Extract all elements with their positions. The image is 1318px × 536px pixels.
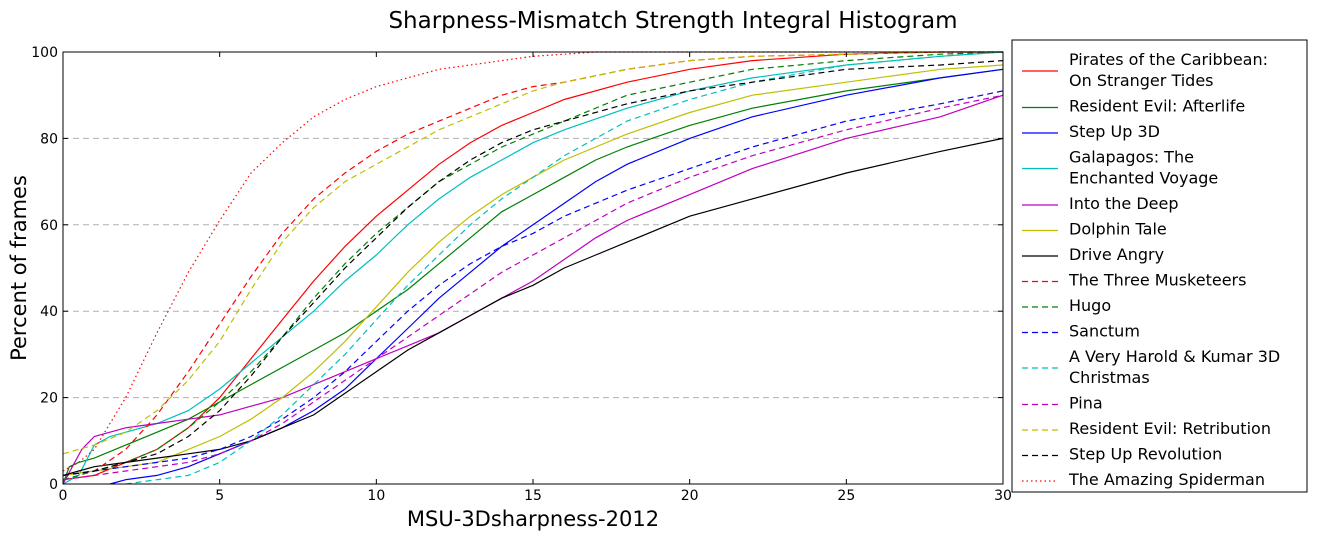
x-tick-label: 25 (837, 488, 855, 504)
series-line (109, 68, 1004, 485)
legend-label: Pina (1069, 394, 1103, 413)
legend-label: Resident Evil: Retribution (1069, 419, 1271, 438)
legend-label: Pirates of the Caribbean: On Stranger Tid… (1069, 50, 1268, 90)
legend-label: Resident Evil: Afterlife (1069, 97, 1245, 116)
series-line (62, 94, 1004, 481)
legend-frame (1011, 39, 1308, 493)
y-tick-label: 60 (40, 218, 58, 234)
legend-label: Dolphin Tale (1069, 220, 1167, 239)
y-tick-label: 0 (49, 477, 58, 493)
series-line (62, 51, 1003, 481)
x-axis-label: MSU-3Dsharpness-2012 (407, 507, 659, 531)
y-tick-label: 100 (31, 45, 58, 61)
series-line (62, 137, 1004, 476)
y-tick-label: 20 (40, 391, 58, 407)
series-line (62, 51, 1003, 472)
axis-ticks: 0 5 10 15 20 25 30 0 20 40 60 80 100 (31, 45, 1012, 504)
legend-label: The Three Musketeers (1068, 271, 1246, 290)
series-line (62, 68, 1004, 485)
x-tick-label: 30 (994, 488, 1012, 504)
chart-title: Sharpness-Mismatch Strength Integral His… (388, 8, 957, 34)
x-tick-label: 10 (367, 488, 385, 504)
x-tick-label: 5 (215, 488, 224, 504)
series-line (62, 90, 1004, 476)
legend: Pirates of the Caribbean: On Stranger Tid… (1011, 39, 1308, 493)
y-axis-label: Percent of frames (7, 175, 31, 361)
x-tick-label: 0 (59, 488, 68, 504)
series-line (62, 64, 1004, 476)
series-line (62, 51, 1003, 455)
legend-label: Sanctum (1069, 322, 1140, 341)
legend-label: Step Up 3D (1069, 122, 1160, 141)
series-line (62, 51, 1004, 485)
series-line (125, 51, 1004, 485)
legend-label: Step Up Revolution (1069, 445, 1222, 464)
series-line (62, 94, 1004, 485)
series-lines (62, 51, 1004, 485)
legend-label: Into the Deep (1069, 194, 1179, 213)
legend-label: Drive Angry (1069, 245, 1164, 264)
y-tick-label: 80 (40, 131, 58, 147)
x-tick-label: 15 (524, 488, 542, 504)
legend-label: A Very Harold & Kumar 3D Christmas (1069, 347, 1280, 387)
legend-label: The Amazing Spiderman (1068, 470, 1265, 489)
y-tick-label: 40 (40, 304, 58, 320)
series-line (62, 51, 1004, 481)
plot-area-frame (62, 51, 1004, 485)
x-tick-label: 20 (681, 488, 699, 504)
series-line (62, 60, 1004, 476)
legend-label: Hugo (1069, 296, 1111, 315)
legend-label: Galapagos: The Enchanted Voyage (1069, 148, 1218, 188)
